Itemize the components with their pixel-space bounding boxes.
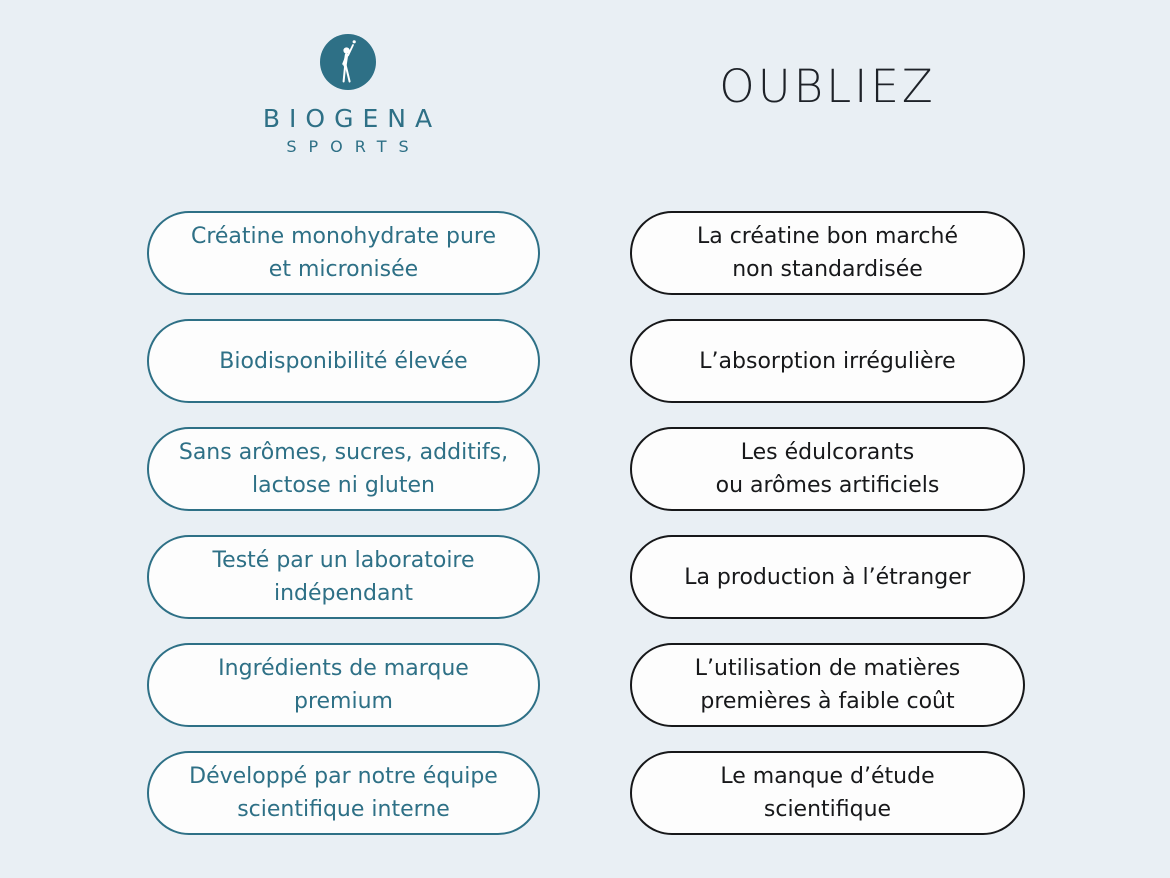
drawbacks-column: La créatine bon marché non standardisée … (630, 211, 1025, 835)
brand-subtitle: SPORTS (286, 137, 421, 156)
benefit-pill-no-additives: Sans arômes, sucres, additifs, lactose n… (147, 427, 540, 511)
oubliez-title: OUBLIEZ (719, 60, 936, 113)
benefit-pill-lab-tested: Testé par un laboratoire indépendant (147, 535, 540, 619)
brand-logo-figure-with-star-icon (319, 34, 376, 90)
benefit-pill-creatine-pure: Créatine monohydrate pure et micronisée (147, 211, 540, 295)
drawback-pill-artificial-sweeteners: Les édulcorants ou arômes artificiels (630, 427, 1025, 511)
benefit-pill-premium-ingredients: Ingrédients de marque premium (147, 643, 540, 727)
drawback-pill-no-scientific-study: Le manque d’étude scientifique (630, 751, 1025, 835)
brand-name: BIOGENA (262, 104, 442, 133)
drawback-pill-cheap-raw-materials: L’utilisation de matières premières à fa… (630, 643, 1025, 727)
benefit-pill-bioavailability: Biodisponibilité élevée (147, 319, 540, 403)
drawback-pill-cheap-creatine: La créatine bon marché non standardisée (630, 211, 1025, 295)
drawback-pill-irregular-absorption: L’absorption irrégulière (630, 319, 1025, 403)
brand-block: BIOGENA SPORTS (200, 34, 495, 156)
drawback-pill-foreign-production: La production à l’étranger (630, 535, 1025, 619)
benefits-column: Créatine monohydrate pure et micronisée … (147, 211, 540, 835)
benefit-pill-internal-science-team: Développé par notre équipe scientifique … (147, 751, 540, 835)
